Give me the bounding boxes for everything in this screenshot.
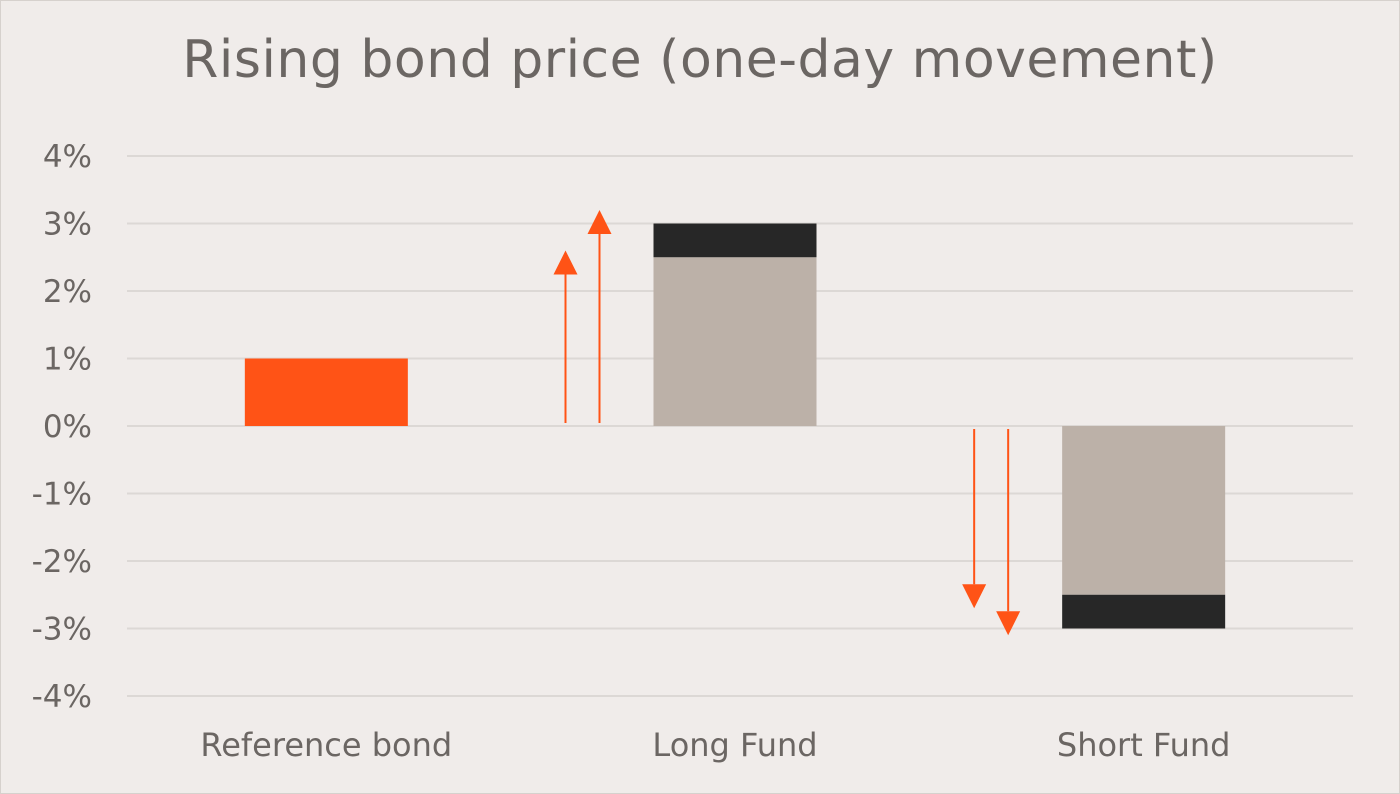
y-tick-label: -4% (32, 679, 92, 715)
arrow-head (962, 584, 987, 609)
bar (244, 358, 408, 426)
arrow-head (587, 210, 612, 234)
bar (1062, 426, 1226, 595)
y-tick-label: 2% (43, 274, 92, 310)
arrow-head (996, 611, 1021, 636)
y-tick-label: 1% (43, 342, 92, 378)
y-tick-label: 3% (43, 207, 92, 243)
y-tick-label: 4% (43, 139, 92, 175)
chart-title: Rising bond price (one-day movement) (182, 30, 1218, 90)
x-category-label: Long Fund (652, 726, 817, 764)
y-tick-label: -3% (32, 612, 92, 648)
x-category-label: Reference bond (200, 726, 452, 764)
y-tick-label: -1% (32, 477, 92, 513)
x-category-label: Short Fund (1057, 726, 1231, 764)
bar-segment (653, 223, 817, 258)
y-tick-label: -2% (32, 544, 92, 580)
bar (653, 257, 817, 426)
bar-segment (1062, 594, 1226, 629)
y-tick-label: 0% (43, 409, 92, 445)
arrow-head (553, 250, 578, 275)
